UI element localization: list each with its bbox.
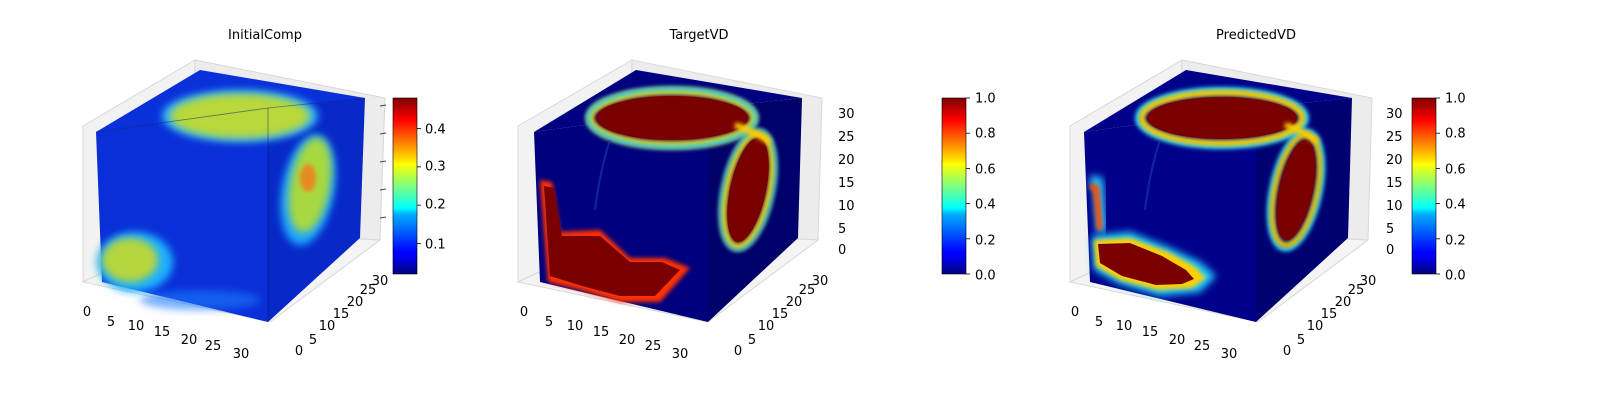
colorbar-tick-label: 0.6	[1445, 163, 1466, 178]
x-tick-label: 10	[1116, 319, 1133, 334]
z-tick-label: 0	[838, 243, 846, 258]
colorbar-tick-label: 0.2	[975, 234, 996, 249]
y-tick-label: 10	[758, 319, 775, 334]
z-axis-ticks: 0 5 10 15 20 25 30	[1386, 107, 1403, 258]
z-tick-label: 15	[1386, 176, 1403, 191]
colorbar-tick-label: 0.4	[975, 198, 996, 213]
y-tick-label: 10	[1307, 319, 1324, 334]
y-tick-label: 0	[295, 344, 303, 359]
colorbar-tick-label: 0.0	[1445, 269, 1466, 284]
colorbar-tick-label: 0.6	[975, 163, 996, 178]
voxel-cube	[1084, 70, 1352, 322]
x-tick-label: 10	[567, 319, 584, 334]
y-tick-label: 5	[748, 333, 756, 348]
x-tick-label: 15	[1142, 325, 1159, 340]
z-tick-label: 10	[1386, 199, 1403, 214]
chart-title: PredictedVD	[1216, 28, 1296, 43]
z-tick-label: 25	[1386, 130, 1403, 145]
x-tick-label: 20	[181, 333, 198, 348]
voxel-cube	[534, 70, 802, 322]
colorbar-tick-label: 1.0	[975, 92, 996, 107]
x-tick-label: 15	[593, 325, 610, 340]
panel-predictedvd: PredictedVD	[1068, 28, 1466, 362]
x-tick-label: 20	[619, 333, 636, 348]
x-tick-label: 25	[1194, 339, 1211, 354]
chart-title: TargetVD	[668, 28, 728, 43]
x-tick-label: 30	[1221, 347, 1238, 362]
colorbar-tick-label: 1.0	[1445, 92, 1466, 107]
z-tick-label: 30	[1386, 107, 1403, 122]
z-tick-label: 10	[838, 199, 855, 214]
colorbar-tick-label: 0.4	[425, 123, 446, 138]
panel-targetvd: TargetVD 0 5	[516, 28, 996, 362]
x-axis-ticks: 0 5 10 15 20 25 30	[520, 305, 688, 362]
y-tick-label: 0	[1283, 344, 1291, 359]
z-tick-label: 30	[838, 107, 855, 122]
x-tick-label: 5	[545, 315, 553, 330]
colorbar-tick-label: 0.4	[1445, 198, 1466, 213]
y-tick-label: 30	[372, 274, 389, 289]
colorbar-tick-label: 0.0	[975, 269, 996, 284]
colorbar: 0.0 0.2 0.4 0.6 0.8 1.0	[1411, 92, 1466, 284]
x-axis-ticks: 0 5 10 15 20 25 30	[83, 305, 249, 362]
y-tick-label: 10	[319, 319, 336, 334]
y-tick-label: 5	[309, 333, 317, 348]
y-axis-ticks: 0 5 10 15 20 25 30	[295, 274, 388, 359]
x-tick-label: 0	[520, 305, 528, 320]
y-tick-label: 0	[734, 344, 742, 359]
y-tick-label: 25	[799, 283, 816, 298]
y-tick-label: 15	[1321, 307, 1338, 322]
z-tick-label: 0	[1386, 243, 1394, 258]
y-tick-label: 25	[1348, 283, 1365, 298]
colorbar: 0.1 0.2 0.3 0.4	[392, 97, 446, 275]
y-tick-label: 20	[1335, 295, 1352, 310]
x-tick-label: 30	[233, 347, 250, 362]
x-tick-label: 5	[107, 315, 115, 330]
voxel-cube	[95, 70, 366, 322]
chart-title: InitialComp	[228, 28, 302, 43]
y-tick-label: 30	[1360, 274, 1377, 289]
y-axis-ticks: 0 5 10 15 20 25 30	[1283, 274, 1376, 359]
colorbar-gradient	[941, 97, 967, 275]
colorbar-gradient	[1411, 97, 1437, 275]
colorbar-tick-label: 0.3	[425, 160, 446, 175]
z-tick-label: 5	[1386, 222, 1394, 237]
colorbar: 0.0 0.2 0.4 0.6 0.8 1.0	[941, 92, 996, 284]
z-axis-ticks	[379, 104, 387, 219]
right-face-feature	[1266, 128, 1326, 252]
colorbar-tick-label: 0.8	[975, 127, 996, 142]
x-tick-label: 0	[1071, 305, 1079, 320]
colorbar-tick-label: 0.8	[1445, 127, 1466, 142]
z-tick-label: 20	[1386, 153, 1403, 168]
x-tick-label: 25	[645, 339, 662, 354]
z-tick-label: 20	[838, 153, 855, 168]
y-tick-label: 25	[360, 283, 377, 298]
x-tick-label: 0	[83, 305, 91, 320]
x-axis-ticks: 0 5 10 15 20 25 30	[1071, 305, 1237, 362]
colorbar-gradient	[392, 97, 418, 275]
x-tick-label: 15	[154, 325, 171, 340]
y-axis-ticks: 0 5 10 15 20 25 30	[734, 274, 828, 359]
x-tick-label: 20	[1169, 333, 1186, 348]
z-axis-ticks: 0 5 10 15 20 25 30	[838, 107, 855, 258]
y-tick-label: 20	[347, 295, 364, 310]
y-tick-label: 30	[812, 274, 829, 289]
y-tick-label: 15	[333, 307, 350, 322]
x-tick-label: 10	[128, 319, 145, 334]
y-tick-label: 5	[1297, 333, 1305, 348]
panel-initialcomp: InitialComp	[81, 28, 446, 362]
x-tick-label: 5	[1095, 315, 1103, 330]
z-tick-label: 15	[838, 176, 855, 191]
z-tick-label: 5	[838, 222, 846, 237]
y-tick-label: 20	[786, 295, 803, 310]
colorbar-tick-label: 0.2	[425, 198, 446, 213]
z-tick-label: 25	[838, 130, 855, 145]
x-tick-label: 30	[672, 347, 689, 362]
y-tick-label: 15	[772, 307, 789, 322]
x-tick-label: 25	[205, 339, 222, 354]
colorbar-tick-label: 0.1	[425, 238, 446, 253]
colorbar-tick-label: 0.2	[1445, 234, 1466, 249]
